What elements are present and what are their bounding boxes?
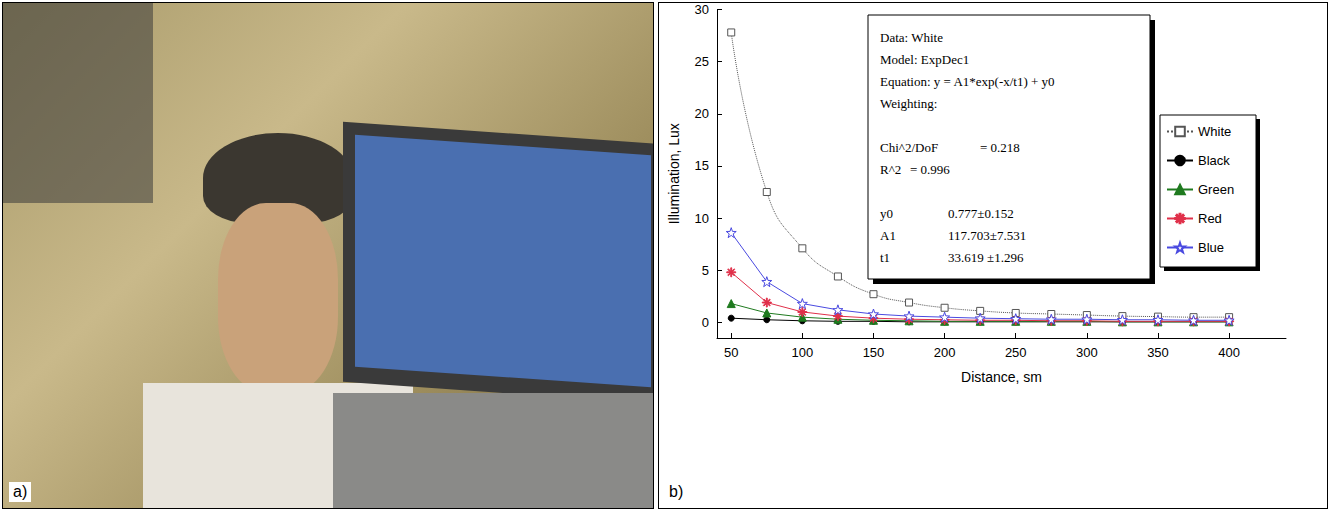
svg-text:Distance, sm: Distance, sm	[961, 369, 1042, 385]
svg-text:A1: A1	[880, 228, 896, 243]
svg-text:33.619 ±1.296: 33.619 ±1.296	[948, 250, 1024, 265]
svg-text:250: 250	[1005, 345, 1027, 360]
svg-text:Illumination, Lux: Illumination, Lux	[666, 123, 682, 224]
svg-text:117.703±7.531: 117.703±7.531	[948, 228, 1026, 243]
svg-text:= 0.218: = 0.218	[980, 140, 1020, 155]
svg-text:50: 50	[724, 345, 738, 360]
svg-text:R^2: R^2	[880, 162, 901, 177]
svg-text:t1: t1	[880, 250, 890, 265]
svg-text:Chi^2/DoF: Chi^2/DoF	[880, 140, 938, 155]
svg-text:= 0.996: = 0.996	[910, 162, 950, 177]
svg-text:Blue: Blue	[1198, 240, 1224, 255]
svg-text:Model: ExpDec1: Model: ExpDec1	[880, 52, 969, 67]
svg-text:25: 25	[695, 54, 709, 69]
svg-text:Black: Black	[1198, 153, 1230, 168]
svg-text:0: 0	[702, 315, 709, 330]
svg-text:White: White	[1198, 124, 1231, 139]
svg-text:y0: y0	[880, 206, 893, 221]
svg-text:20: 20	[695, 106, 709, 121]
svg-text:15: 15	[695, 158, 709, 173]
svg-text:5: 5	[702, 263, 709, 278]
svg-text:100: 100	[791, 345, 813, 360]
svg-text:150: 150	[863, 345, 885, 360]
svg-text:Red: Red	[1198, 211, 1222, 226]
svg-text:0.777±0.152: 0.777±0.152	[948, 206, 1014, 221]
svg-text:200: 200	[934, 345, 956, 360]
svg-text:30: 30	[695, 3, 709, 17]
html-text:b): b)	[669, 483, 684, 500]
svg-text:350: 350	[1147, 345, 1169, 360]
svg-text:Equation: y = A1*exp(-x/t1) +: Equation: y = A1*exp(-x/t1) + y0	[880, 74, 1055, 89]
svg-text:Data: White: Data: White	[880, 30, 943, 45]
svg-text:Weighting:: Weighting:	[880, 96, 937, 111]
html-text:a): a)	[13, 483, 28, 500]
svg-text:10: 10	[695, 211, 709, 226]
svg-text:300: 300	[1076, 345, 1098, 360]
svg-text:400: 400	[1218, 345, 1240, 360]
svg-text:Green: Green	[1198, 182, 1234, 197]
